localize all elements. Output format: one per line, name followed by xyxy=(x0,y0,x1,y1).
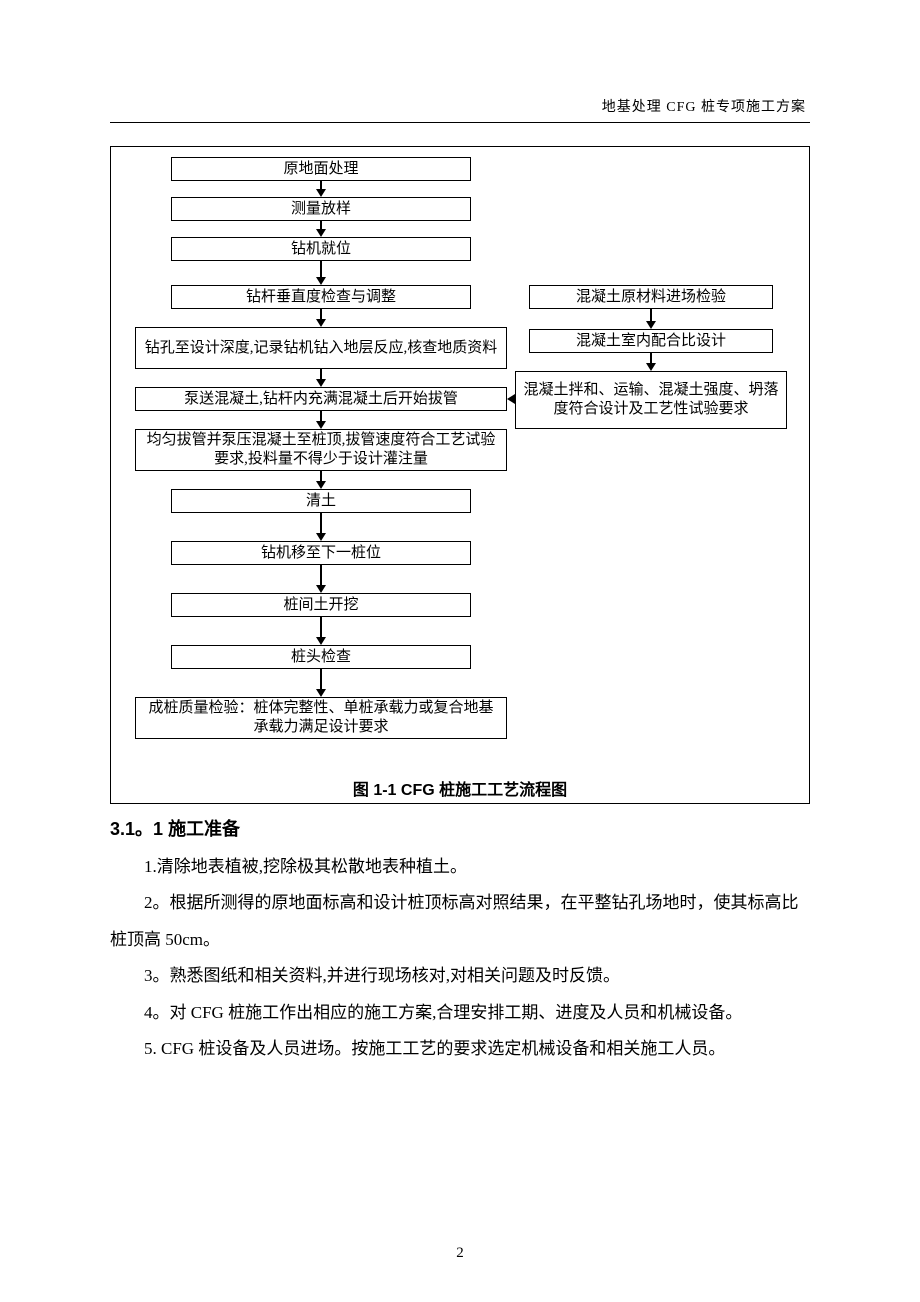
flowchart-node: 钻杆垂直度检查与调整 xyxy=(171,285,471,309)
running-header: 地基处理 CFG 桩专项施工方案 xyxy=(602,96,806,116)
section-number: 3.1。1 xyxy=(110,819,163,839)
flowchart-caption: 图 1-1 CFG 桩施工工艺流程图 xyxy=(111,776,809,800)
body-text: 3.1。1 施工准备 1.清除地表植被,挖除极其松散地表种植土。2。根据所测得的… xyxy=(110,810,810,1068)
flowchart-node: 混凝土原材料进场检验 xyxy=(529,285,773,309)
flowchart-node: 混凝土室内配合比设计 xyxy=(529,329,773,353)
body-paragraph: 4。对 CFG 桩施工作出相应的施工方案,合理安排工期、进度及人员和机械设备。 xyxy=(110,995,810,1032)
header-rule xyxy=(110,122,810,123)
body-paragraph: 5. CFG 桩设备及人员进场。按施工工艺的要求选定机械设备和相关施工人员。 xyxy=(110,1031,810,1068)
flowchart-node: 泵送混凝土,钻杆内充满混凝土后开始拔管 xyxy=(135,387,507,411)
page: 地基处理 CFG 桩专项施工方案 图 1-1 CFG 桩施工工艺流程图 原地面处… xyxy=(0,0,920,1302)
body-paragraph: 1.清除地表植被,挖除极其松散地表种植土。 xyxy=(110,849,810,886)
flowchart-node: 钻机移至下一桩位 xyxy=(171,541,471,565)
flowchart-node: 测量放样 xyxy=(171,197,471,221)
page-number: 2 xyxy=(0,1245,920,1262)
flowchart-node: 成桩质量检验：桩体完整性、单桩承载力或复合地基承载力满足设计要求 xyxy=(135,697,507,739)
flowchart-node: 原地面处理 xyxy=(171,157,471,181)
body-paragraph: 2。根据所测得的原地面标高和设计桩顶标高对照结果，在平整钻孔场地时，使其标高比桩… xyxy=(110,885,810,958)
section-heading: 3.1。1 施工准备 xyxy=(110,810,810,849)
flowchart-node: 清土 xyxy=(171,489,471,513)
section-title-text: 施工准备 xyxy=(168,819,240,839)
flowchart-node: 混凝土拌和、运输、混凝土强度、坍落度符合设计及工艺性试验要求 xyxy=(515,371,787,429)
flowchart-node: 钻机就位 xyxy=(171,237,471,261)
flowchart-node: 桩间土开挖 xyxy=(171,593,471,617)
flowchart-node: 桩头检查 xyxy=(171,645,471,669)
flowchart-frame: 图 1-1 CFG 桩施工工艺流程图 原地面处理测量放样钻机就位钻杆垂直度检查与… xyxy=(110,146,810,804)
flowchart-node: 均匀拔管并泵压混凝土至桩顶,拔管速度符合工艺试验要求,投料量不得少于设计灌注量 xyxy=(135,429,507,471)
body-paragraph: 3。熟悉图纸和相关资料,并进行现场核对,对相关问题及时反馈。 xyxy=(110,958,810,995)
flowchart-node: 钻孔至设计深度,记录钻机钻入地层反应,核查地质资料 xyxy=(135,327,507,369)
